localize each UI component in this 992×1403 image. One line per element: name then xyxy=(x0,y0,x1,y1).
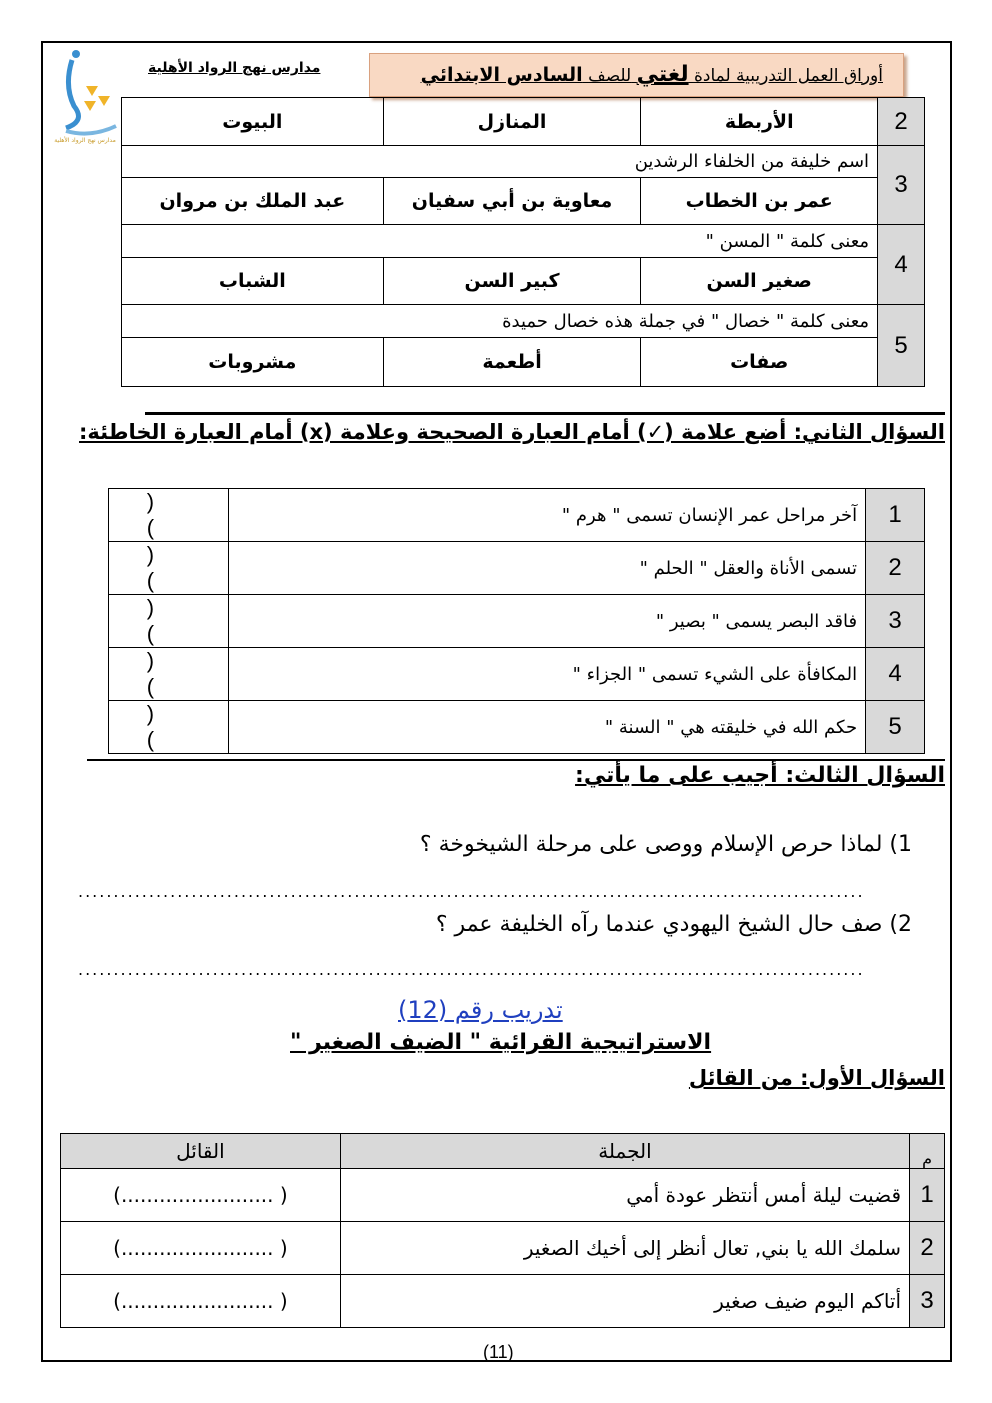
q2-heading: السؤال الثاني: أضع علامة (✓) أمام العبار… xyxy=(79,420,945,444)
answer-line[interactable]: ........................................… xyxy=(78,960,865,979)
q2-table: 1 آخر مراحل عمر الإنسان تسمى " هرم "( ) 2… xyxy=(108,488,925,754)
table-row: 2 سلمك الله يا بني, تعال أنظر إلى أخيك ال… xyxy=(60,1221,945,1275)
divider xyxy=(87,759,945,761)
table-row: 2 الأربطة المنازل البيوت xyxy=(121,97,925,146)
exercise-title[interactable]: تدريب رقم (12) xyxy=(398,996,563,1024)
table-row: 5 معنى كلمة " خصال " في جملة هذه خصال حمي… xyxy=(120,304,925,387)
q3-item-1: 1) لماذا حرص الإسلام ووصى على مرحلة الشي… xyxy=(419,832,912,857)
page-number: (11) xyxy=(483,1342,514,1362)
table-row: 3 فاقد البصر يسمى " بصير "( ) xyxy=(108,594,925,648)
svg-text:مدارس نهج الرواد الأهلية: مدارس نهج الرواد الأهلية xyxy=(54,136,116,144)
q3-heading: السؤال الثالث: أجيب على ما يأتي: xyxy=(575,763,945,788)
table-row: 5 حكم الله في خليقته هي " السنة "( ) xyxy=(108,700,925,754)
divider xyxy=(145,412,945,415)
page-border xyxy=(41,41,952,1362)
table-row: 4 المكافأة على الشيء تسمى " الجزاء "( ) xyxy=(108,647,925,701)
table-row: 3 اسم خليفة من الخلفاء الرشدين xyxy=(120,145,925,225)
worksheet-title: أوراق العمل التدريبية لمادة لغتي للصف ال… xyxy=(369,53,904,97)
table-row: 1 قضيت ليلة أمس أنتظر عودة أمي (..........… xyxy=(60,1168,945,1222)
table-row: 3 أتاكم اليوم ضيف صغير (..................… xyxy=(60,1274,945,1328)
table-row: 4 معنى كلمة " المسن " xyxy=(120,224,925,305)
table-header: م الجملة القائل xyxy=(60,1133,945,1169)
q1-speaker-heading: السؤال الأول: من القائل xyxy=(688,1066,945,1090)
table-row: 1 آخر مراحل عمر الإنسان تسمى " هرم "( ) xyxy=(108,488,925,542)
strategy-title: الاستراتيجية القرائية " الضيف الصغير " xyxy=(290,1030,712,1055)
q3-item-2: 2) صف حال الشيخ اليهودي عندما رآه الخليف… xyxy=(435,912,912,937)
q1-table: 2 الأربطة المنازل البيوت 3 اسم خليفة من الخل… xyxy=(120,97,925,387)
school-logo: مدارس نهج الرواد الأهلية xyxy=(46,46,124,146)
speaker-table: م الجملة القائل 1 قضيت ليلة أمس أنتظر عودة … xyxy=(60,1133,945,1328)
answer-line[interactable]: ........................................… xyxy=(78,882,865,901)
school-name: مدارس نهج الرواد الأهلية xyxy=(148,60,321,76)
table-row: 2 تسمى الأناة والعقل " الحلم "( ) xyxy=(108,541,925,595)
